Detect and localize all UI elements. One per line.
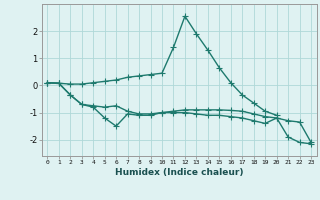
X-axis label: Humidex (Indice chaleur): Humidex (Indice chaleur) xyxy=(115,168,244,177)
